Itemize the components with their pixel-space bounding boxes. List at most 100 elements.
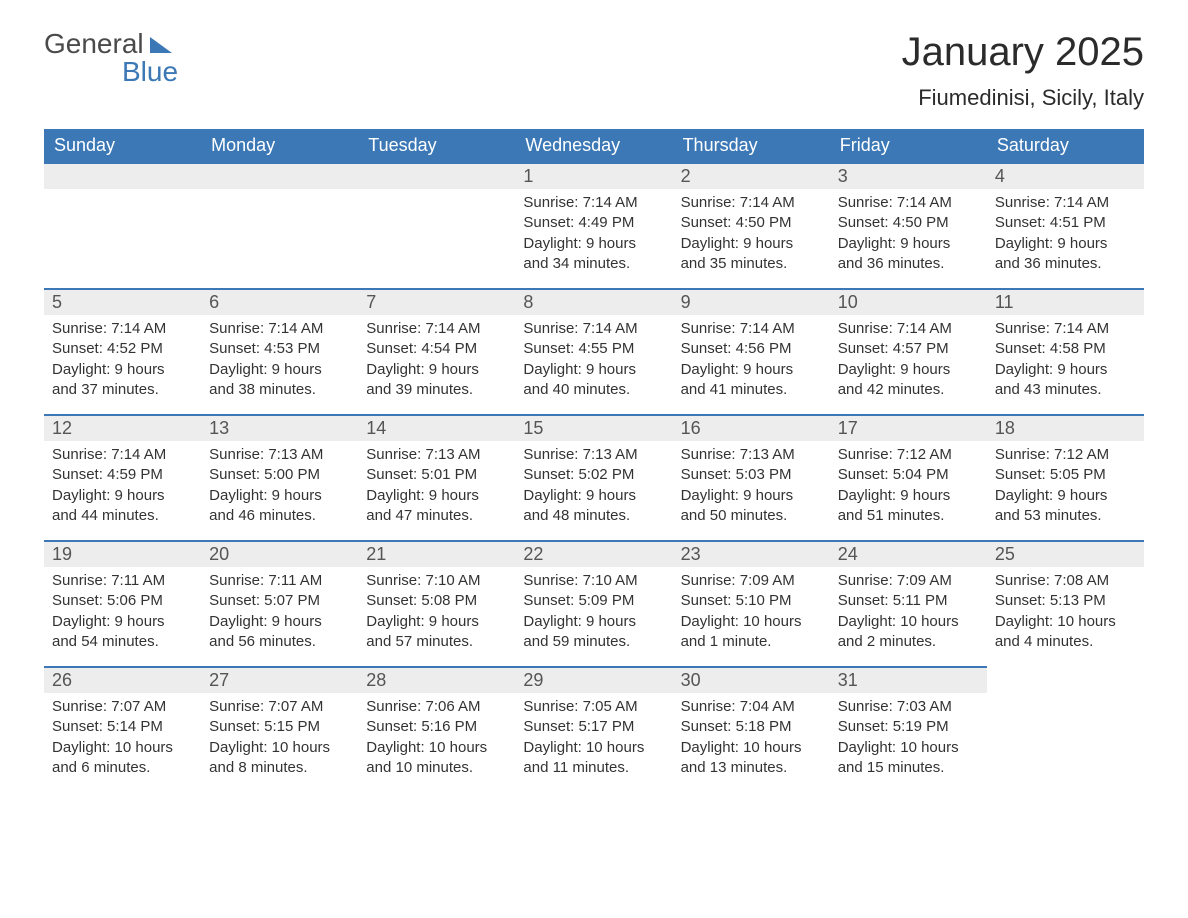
sunrise-text: Sunrise: 7:13 AM	[366, 445, 507, 465]
day-number: 1	[515, 162, 672, 189]
sunrise-text: Sunrise: 7:12 AM	[838, 445, 979, 465]
calendar-week-row: 12Sunrise: 7:14 AMSunset: 4:59 PMDayligh…	[44, 414, 1144, 540]
calendar-cell: 22Sunrise: 7:10 AMSunset: 5:09 PMDayligh…	[515, 540, 672, 666]
calendar-table: SundayMondayTuesdayWednesdayThursdayFrid…	[44, 129, 1144, 792]
daylight-text: Daylight: 9 hours and 42 minutes.	[838, 360, 979, 401]
sunset-text: Sunset: 5:18 PM	[681, 717, 822, 737]
sunrise-text: Sunrise: 7:14 AM	[838, 193, 979, 213]
sunset-text: Sunset: 4:52 PM	[52, 339, 193, 359]
day-number: 3	[830, 162, 987, 189]
day-number: 22	[515, 540, 672, 567]
day-number: 14	[358, 414, 515, 441]
sunset-text: Sunset: 5:09 PM	[523, 591, 664, 611]
sunset-text: Sunset: 5:10 PM	[681, 591, 822, 611]
sunrise-text: Sunrise: 7:05 AM	[523, 697, 664, 717]
sunrise-text: Sunrise: 7:14 AM	[52, 445, 193, 465]
calendar-cell: 8Sunrise: 7:14 AMSunset: 4:55 PMDaylight…	[515, 288, 672, 414]
sunrise-text: Sunrise: 7:13 AM	[681, 445, 822, 465]
day-details: Sunrise: 7:14 AMSunset: 4:50 PMDaylight:…	[673, 189, 830, 282]
calendar-cell: 9Sunrise: 7:14 AMSunset: 4:56 PMDaylight…	[673, 288, 830, 414]
calendar-cell: 7Sunrise: 7:14 AMSunset: 4:54 PMDaylight…	[358, 288, 515, 414]
day-number: 29	[515, 666, 672, 693]
calendar-week-row: 19Sunrise: 7:11 AMSunset: 5:06 PMDayligh…	[44, 540, 1144, 666]
sunrise-text: Sunrise: 7:11 AM	[52, 571, 193, 591]
calendar-cell: 16Sunrise: 7:13 AMSunset: 5:03 PMDayligh…	[673, 414, 830, 540]
sunrise-text: Sunrise: 7:14 AM	[681, 319, 822, 339]
day-details: Sunrise: 7:13 AMSunset: 5:01 PMDaylight:…	[358, 441, 515, 534]
calendar-cell: 23Sunrise: 7:09 AMSunset: 5:10 PMDayligh…	[673, 540, 830, 666]
day-number: 31	[830, 666, 987, 693]
calendar-cell: 5Sunrise: 7:14 AMSunset: 4:52 PMDaylight…	[44, 288, 201, 414]
sunrise-text: Sunrise: 7:13 AM	[523, 445, 664, 465]
day-number: 15	[515, 414, 672, 441]
daylight-text: Daylight: 9 hours and 56 minutes.	[209, 612, 350, 653]
sunrise-text: Sunrise: 7:14 AM	[523, 319, 664, 339]
day-number: 12	[44, 414, 201, 441]
calendar-cell: 18Sunrise: 7:12 AMSunset: 5:05 PMDayligh…	[987, 414, 1144, 540]
sunrise-text: Sunrise: 7:07 AM	[52, 697, 193, 717]
day-number: 4	[987, 162, 1144, 189]
calendar-cell	[201, 162, 358, 288]
calendar-cell: 28Sunrise: 7:06 AMSunset: 5:16 PMDayligh…	[358, 666, 515, 792]
sunrise-text: Sunrise: 7:10 AM	[366, 571, 507, 591]
sunrise-text: Sunrise: 7:06 AM	[366, 697, 507, 717]
calendar-cell: 11Sunrise: 7:14 AMSunset: 4:58 PMDayligh…	[987, 288, 1144, 414]
sunset-text: Sunset: 4:57 PM	[838, 339, 979, 359]
daylight-text: Daylight: 10 hours and 11 minutes.	[523, 738, 664, 779]
weekday-header: Monday	[201, 129, 358, 162]
daylight-text: Daylight: 9 hours and 39 minutes.	[366, 360, 507, 401]
sunset-text: Sunset: 5:00 PM	[209, 465, 350, 485]
day-details: Sunrise: 7:14 AMSunset: 4:56 PMDaylight:…	[673, 315, 830, 408]
daylight-text: Daylight: 10 hours and 4 minutes.	[995, 612, 1136, 653]
sunrise-text: Sunrise: 7:10 AM	[523, 571, 664, 591]
sunrise-text: Sunrise: 7:14 AM	[366, 319, 507, 339]
sunset-text: Sunset: 4:50 PM	[838, 213, 979, 233]
day-number: 2	[673, 162, 830, 189]
day-details: Sunrise: 7:10 AMSunset: 5:09 PMDaylight:…	[515, 567, 672, 660]
daylight-text: Daylight: 9 hours and 35 minutes.	[681, 234, 822, 275]
day-details: Sunrise: 7:14 AMSunset: 4:54 PMDaylight:…	[358, 315, 515, 408]
day-details: Sunrise: 7:11 AMSunset: 5:06 PMDaylight:…	[44, 567, 201, 660]
daylight-text: Daylight: 10 hours and 10 minutes.	[366, 738, 507, 779]
day-number: 6	[201, 288, 358, 315]
calendar-cell: 20Sunrise: 7:11 AMSunset: 5:07 PMDayligh…	[201, 540, 358, 666]
sunrise-text: Sunrise: 7:14 AM	[995, 319, 1136, 339]
sunrise-text: Sunrise: 7:11 AM	[209, 571, 350, 591]
sunset-text: Sunset: 5:07 PM	[209, 591, 350, 611]
day-details: Sunrise: 7:13 AMSunset: 5:02 PMDaylight:…	[515, 441, 672, 534]
day-number: 17	[830, 414, 987, 441]
daylight-text: Daylight: 9 hours and 59 minutes.	[523, 612, 664, 653]
day-number: 28	[358, 666, 515, 693]
calendar-cell	[44, 162, 201, 288]
daylight-text: Daylight: 9 hours and 43 minutes.	[995, 360, 1136, 401]
sunset-text: Sunset: 5:03 PM	[681, 465, 822, 485]
calendar-cell: 31Sunrise: 7:03 AMSunset: 5:19 PMDayligh…	[830, 666, 987, 792]
sunset-text: Sunset: 4:56 PM	[681, 339, 822, 359]
calendar-cell: 27Sunrise: 7:07 AMSunset: 5:15 PMDayligh…	[201, 666, 358, 792]
day-number: 5	[44, 288, 201, 315]
day-details: Sunrise: 7:10 AMSunset: 5:08 PMDaylight:…	[358, 567, 515, 660]
sunrise-text: Sunrise: 7:14 AM	[838, 319, 979, 339]
daylight-text: Daylight: 9 hours and 54 minutes.	[52, 612, 193, 653]
daylight-text: Daylight: 10 hours and 8 minutes.	[209, 738, 350, 779]
day-details: Sunrise: 7:07 AMSunset: 5:15 PMDaylight:…	[201, 693, 358, 786]
calendar-week-row: 26Sunrise: 7:07 AMSunset: 5:14 PMDayligh…	[44, 666, 1144, 792]
brand-text-bottom: Blue	[44, 58, 178, 86]
sunset-text: Sunset: 5:11 PM	[838, 591, 979, 611]
daylight-text: Daylight: 9 hours and 36 minutes.	[838, 234, 979, 275]
day-details: Sunrise: 7:11 AMSunset: 5:07 PMDaylight:…	[201, 567, 358, 660]
sunrise-text: Sunrise: 7:09 AM	[838, 571, 979, 591]
daylight-text: Daylight: 9 hours and 40 minutes.	[523, 360, 664, 401]
sunset-text: Sunset: 5:17 PM	[523, 717, 664, 737]
brand-text-top: General	[44, 30, 144, 58]
calendar-cell	[987, 666, 1144, 792]
sunset-text: Sunset: 4:51 PM	[995, 213, 1136, 233]
calendar-cell: 2Sunrise: 7:14 AMSunset: 4:50 PMDaylight…	[673, 162, 830, 288]
daylight-text: Daylight: 9 hours and 48 minutes.	[523, 486, 664, 527]
day-details: Sunrise: 7:12 AMSunset: 5:04 PMDaylight:…	[830, 441, 987, 534]
day-number-empty	[358, 162, 515, 189]
day-number: 25	[987, 540, 1144, 567]
sunrise-text: Sunrise: 7:14 AM	[523, 193, 664, 213]
day-details: Sunrise: 7:05 AMSunset: 5:17 PMDaylight:…	[515, 693, 672, 786]
calendar-cell: 24Sunrise: 7:09 AMSunset: 5:11 PMDayligh…	[830, 540, 987, 666]
